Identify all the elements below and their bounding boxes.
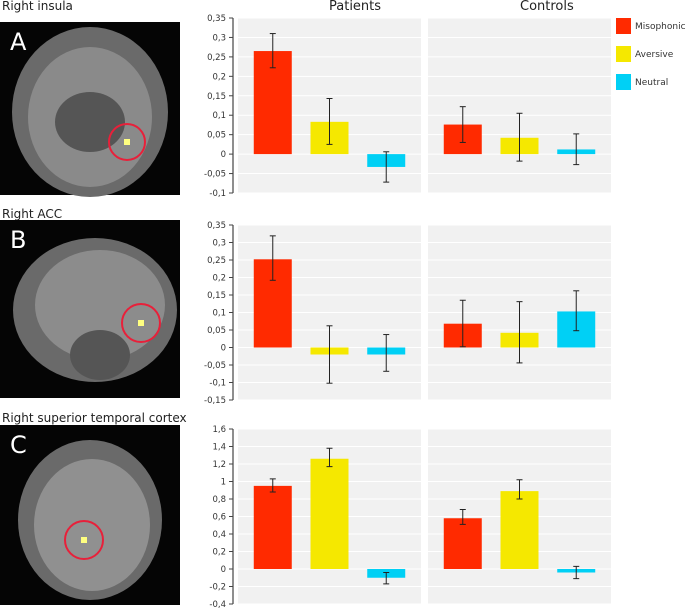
y-tick-label: 0,35 bbox=[207, 14, 226, 24]
y-tick-label: 0,6 bbox=[212, 513, 226, 523]
bar-controls-misophonic bbox=[443, 518, 482, 569]
y-tick-label: 0,35 bbox=[207, 221, 226, 231]
legend-label: Aversive bbox=[635, 50, 674, 60]
y-tick-label: -0,1 bbox=[209, 379, 226, 389]
error-bar bbox=[459, 509, 466, 525]
y-tick-label: 0,15 bbox=[207, 92, 226, 102]
y-tick-label: 0,2 bbox=[212, 274, 226, 284]
brain-mri-image: C bbox=[0, 425, 180, 605]
error-bar bbox=[383, 334, 390, 372]
y-tick-label: -0,2 bbox=[209, 583, 226, 593]
group-header-controls: Controls bbox=[520, 0, 574, 14]
error-bar bbox=[326, 447, 333, 468]
y-tick-label: 0 bbox=[221, 565, 226, 575]
activation-spot bbox=[124, 139, 130, 145]
error-bar bbox=[269, 478, 276, 493]
panel-letter: B bbox=[10, 226, 26, 254]
error-bar bbox=[573, 290, 580, 332]
y-tick-label: -0,05 bbox=[204, 170, 226, 180]
activation-spot bbox=[138, 320, 144, 326]
legend-item: Neutral bbox=[616, 74, 668, 90]
y-tick-label: 0 bbox=[221, 344, 226, 354]
legend: Misophonic Aversive Neutral bbox=[616, 18, 685, 90]
roi-circle bbox=[108, 123, 146, 161]
bar-patients-aversive bbox=[310, 458, 349, 569]
brain-mri-image: A bbox=[0, 22, 180, 197]
legend-item: Aversive bbox=[616, 46, 674, 62]
y-tick-label: 0,05 bbox=[207, 326, 226, 336]
roi-circle bbox=[64, 520, 104, 560]
panel-c: Right superior temporal cortex C 1,6 1,4 1,2… bbox=[0, 411, 611, 609]
y-tick-label: 0,2 bbox=[212, 548, 226, 558]
y-tick-label: -0,4 bbox=[209, 600, 226, 609]
legend-swatch bbox=[616, 18, 631, 34]
legend-swatch bbox=[616, 74, 631, 90]
y-tick-label: -0,1 bbox=[209, 189, 226, 199]
y-tick-label: 0,1 bbox=[212, 309, 226, 319]
panel-b: Right ACC B 0,35 0,3 0,25 0,2 0,15 0,1 0,05 0 -0,0… bbox=[0, 207, 611, 406]
bar-patients-misophonic bbox=[253, 485, 292, 569]
error-bar bbox=[269, 235, 276, 281]
y-tick-label: 0,4 bbox=[212, 530, 226, 540]
y-tick-label: 0,2 bbox=[212, 72, 226, 82]
y-tick-label: 1,2 bbox=[212, 460, 226, 470]
legend-item: Misophonic bbox=[616, 18, 685, 34]
y-tick-label: 0,8 bbox=[212, 495, 226, 505]
error-bar bbox=[326, 325, 333, 384]
error-bar bbox=[326, 98, 333, 145]
error-bar bbox=[573, 133, 580, 166]
y-tick-label: 1 bbox=[221, 478, 226, 488]
panel-title: Right superior temporal cortex bbox=[2, 411, 187, 425]
y-tick-label: -0,15 bbox=[204, 396, 226, 406]
group-header-patients: Patients bbox=[329, 0, 381, 14]
legend-swatch bbox=[616, 46, 631, 62]
legend-label: Neutral bbox=[635, 78, 668, 88]
error-bar bbox=[383, 151, 390, 183]
panel-a: Right insula A 0,35 0,3 0,25 0,2 0,15 0,1 0,05 0 -… bbox=[0, 0, 611, 199]
y-tick-label: -0,05 bbox=[204, 361, 226, 371]
error-bar bbox=[459, 299, 466, 348]
error-bar bbox=[383, 572, 390, 585]
error-bar bbox=[573, 565, 580, 580]
y-tick-label: 0,25 bbox=[207, 53, 226, 63]
bar-controls-aversive bbox=[500, 491, 539, 569]
error-bar bbox=[516, 479, 523, 500]
panel-title: Right ACC bbox=[2, 207, 62, 221]
y-tick-label: 1,4 bbox=[212, 443, 226, 453]
panel-letter: C bbox=[10, 431, 27, 459]
y-tick-label: 0,25 bbox=[207, 256, 226, 266]
error-bar bbox=[516, 112, 523, 162]
panel-title: Right insula bbox=[2, 0, 73, 13]
roi-circle bbox=[121, 303, 161, 343]
y-tick-label: 0,05 bbox=[207, 131, 226, 141]
error-bar bbox=[516, 301, 523, 364]
y-tick-label: 0,3 bbox=[212, 33, 226, 43]
y-tick-label: 0,1 bbox=[212, 111, 226, 121]
error-bar bbox=[269, 33, 276, 69]
error-bar bbox=[459, 106, 466, 143]
plot-area-controls bbox=[428, 18, 611, 193]
y-tick-label: 1,6 bbox=[212, 425, 226, 435]
activation-spot bbox=[81, 537, 87, 543]
y-tick-label: 0 bbox=[221, 150, 226, 160]
legend-label: Misophonic bbox=[635, 22, 685, 32]
panel-letter: A bbox=[10, 28, 27, 56]
brain-mri-image: B bbox=[0, 220, 180, 398]
y-tick-label: 0,3 bbox=[212, 239, 226, 249]
y-tick-label: 0,15 bbox=[207, 291, 226, 301]
